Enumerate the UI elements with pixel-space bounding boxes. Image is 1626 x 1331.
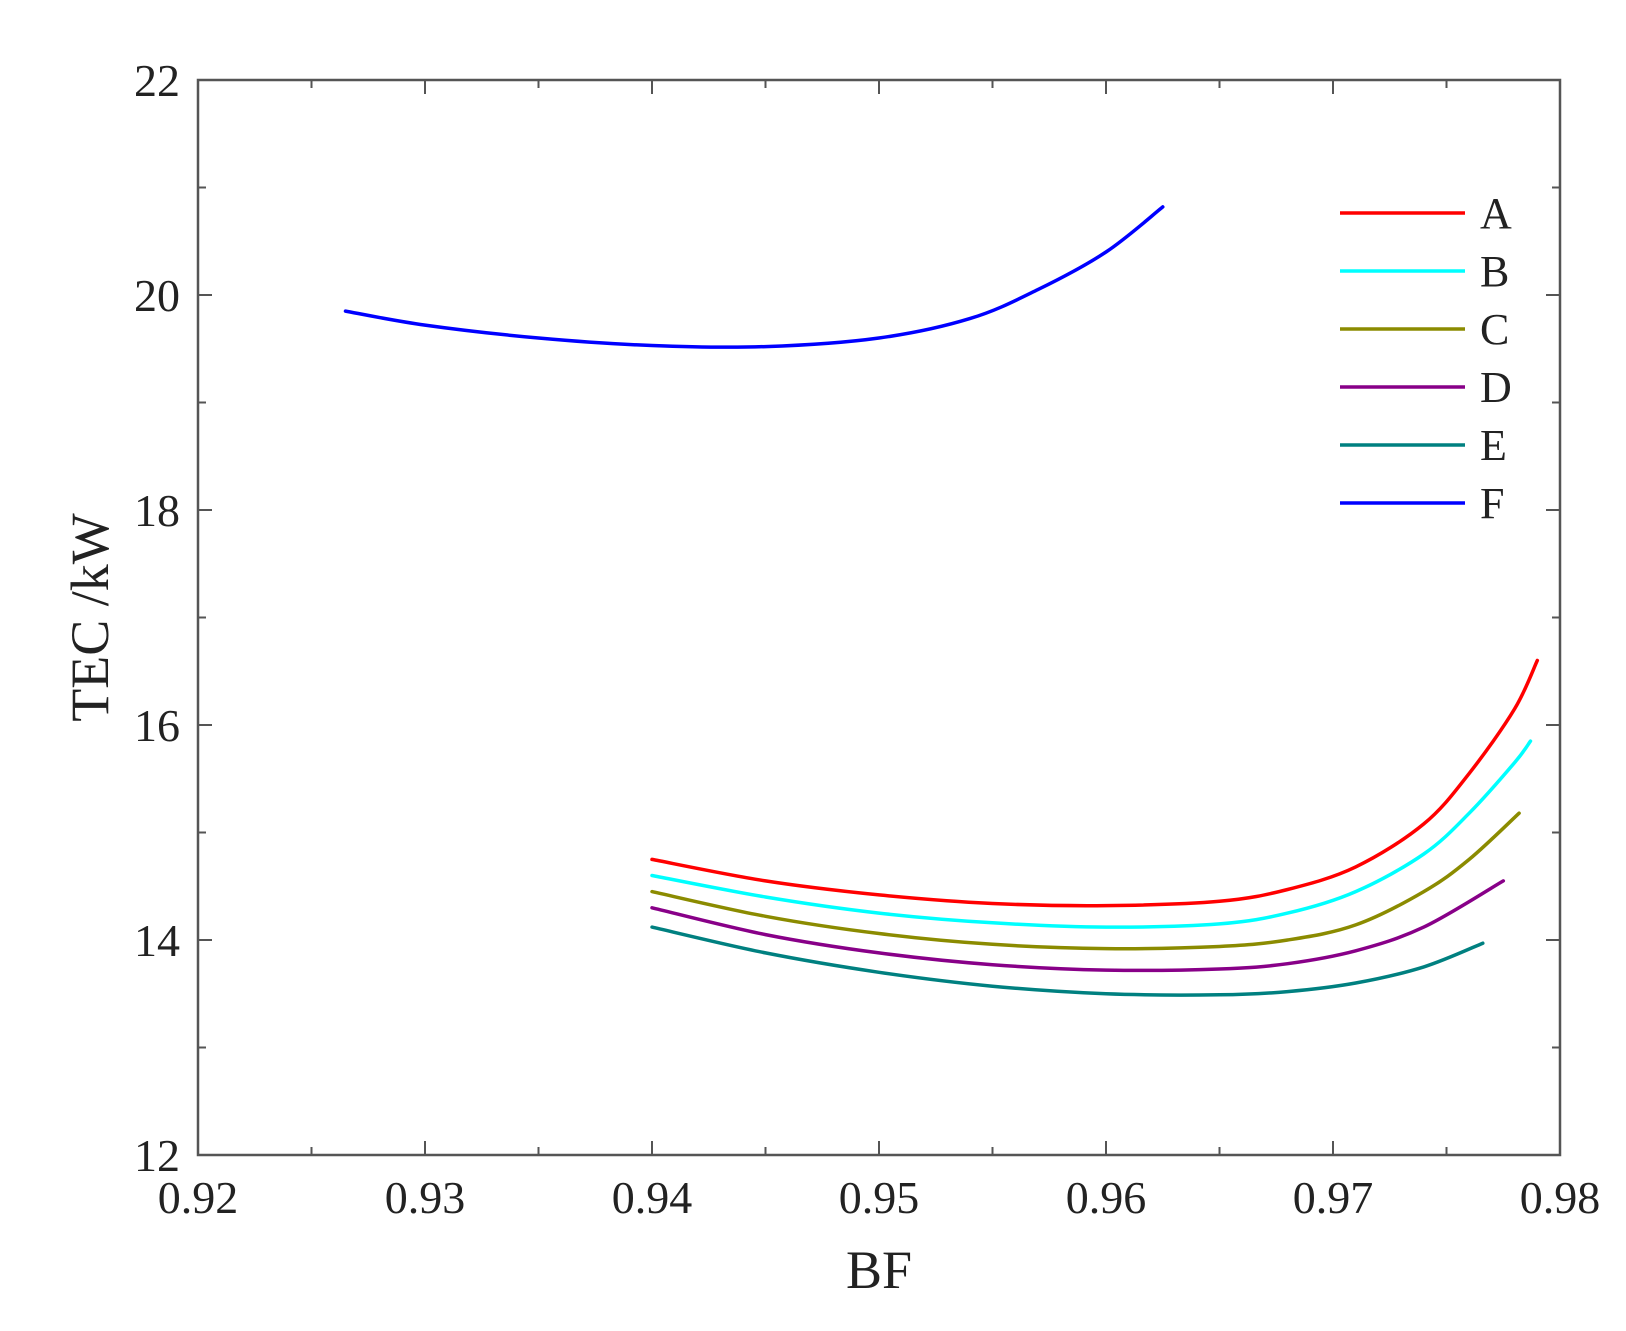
y-tick-label: 22 [134,55,180,106]
y-tick-label: 12 [134,1130,180,1181]
legend-label-c: C [1480,305,1509,354]
y-tick-label: 18 [134,485,180,536]
series-line-c [650,811,1521,951]
x-axis-title: BF [846,1240,912,1300]
axis-tick-labels: 0.92 0.93 0.94 0.95 0.96 0.97 0.98 12 14 16 18 20 22 [134,55,1600,1223]
x-tick-label: 0.94 [612,1172,693,1223]
series-line-b [650,739,1533,929]
x-tick-label: 0.97 [1293,1172,1374,1223]
legend-label-e: E [1480,421,1507,470]
x-tick-label: 0.92 [158,1172,239,1223]
legend-label-d: D [1480,363,1512,412]
axis-ticks [197,79,1561,1156]
y-tick-label: 14 [134,915,180,966]
series-line-d [650,879,1506,973]
x-tick-label: 0.93 [385,1172,466,1223]
legend-label-a: A [1480,189,1512,238]
x-tick-label: 0.95 [839,1172,920,1223]
plot-frame [196,78,1562,1157]
y-tick-label: 16 [134,700,180,751]
series-line-a [650,658,1540,908]
legend-label-b: B [1480,247,1509,296]
series-line-f [343,205,1165,349]
x-tick-label: 0.96 [1066,1172,1147,1223]
y-axis-title: TEC /kW [60,513,120,721]
series-lines [343,205,1540,997]
legend-label-f: F [1480,479,1504,528]
y-tick-label: 20 [134,270,180,321]
x-tick-label: 0.98 [1520,1172,1601,1223]
series-line-e [650,925,1485,997]
